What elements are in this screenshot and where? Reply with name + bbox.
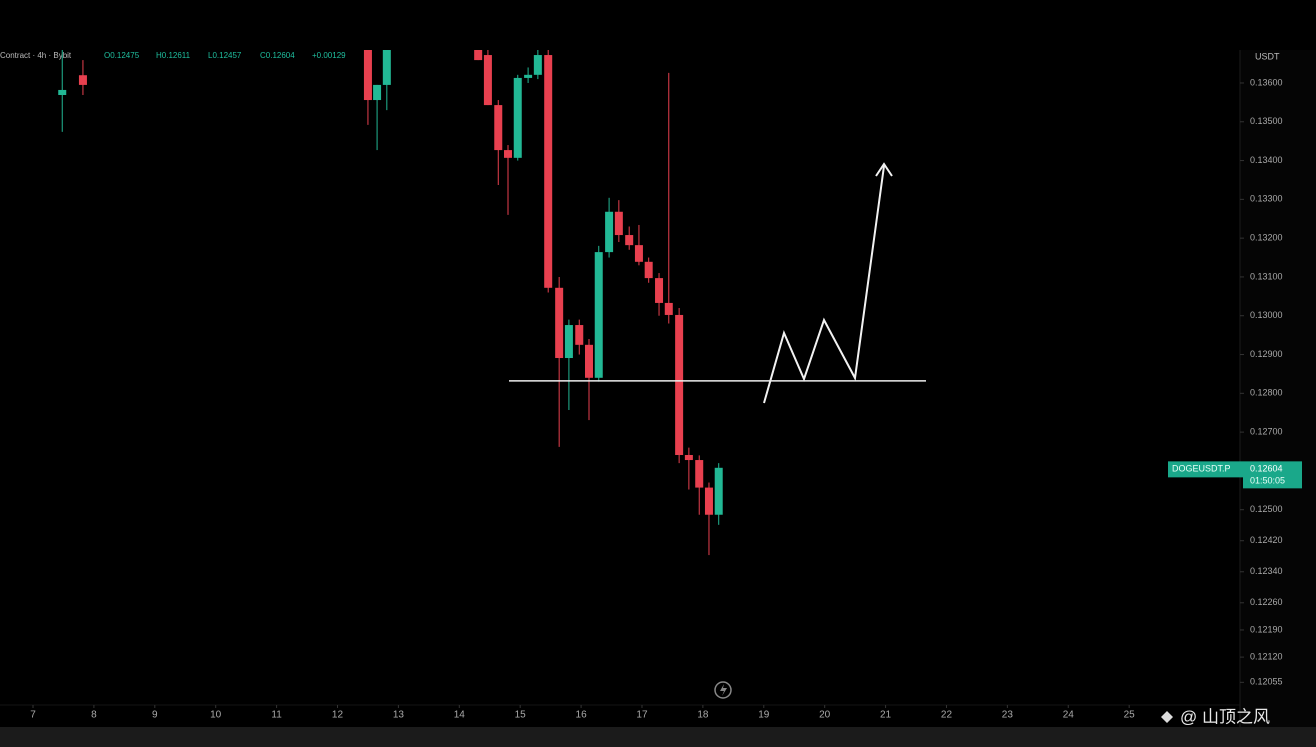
x-tick-label: 9 — [152, 710, 158, 721]
y-tick-label: 0.12500 — [1250, 504, 1283, 514]
candle-body — [504, 150, 513, 158]
x-tick-label: 8 — [91, 710, 97, 721]
candle-body — [513, 77, 522, 158]
candle-body — [625, 235, 634, 246]
last-price-tag: DOGEUSDT.P 0.12604 01:50:05 — [1168, 461, 1302, 489]
x-tick-label: 16 — [576, 710, 588, 721]
watermark: @ 山顶之风 — [1180, 707, 1270, 726]
x-tick-label: 11 — [271, 710, 282, 721]
x-tick-label: 12 — [332, 710, 344, 721]
header-item: L0.12457 — [208, 51, 242, 60]
x-tick-label: 25 — [1124, 710, 1136, 721]
icon-circle[interactable] — [714, 681, 732, 699]
x-tick-label: 10 — [210, 710, 222, 721]
candle-body — [605, 211, 614, 253]
price-tag-countdown: 01:50:05 — [1250, 476, 1285, 486]
y-tick-label: 0.12340 — [1250, 566, 1283, 576]
price-tag-bg — [1243, 461, 1302, 489]
x-tick-label: 15 — [515, 710, 527, 721]
candle-body — [524, 74, 533, 78]
header-item: H0.12611 — [156, 51, 191, 60]
candle-body — [634, 245, 643, 262]
candle-body — [382, 50, 391, 85]
candle-body — [644, 261, 653, 279]
candle-body — [684, 455, 693, 461]
y-tick-label: 0.13500 — [1250, 116, 1283, 126]
y-tick-label: 0.13400 — [1250, 155, 1283, 165]
candle-body — [695, 460, 704, 488]
x-tick-label: 20 — [819, 710, 831, 721]
header-item: C0.12604 — [260, 51, 295, 60]
candle-body — [664, 302, 673, 315]
header-item: O0.12475 — [104, 51, 140, 60]
header-item: +0.00129 — [312, 51, 346, 60]
x-tick-label: 23 — [1002, 710, 1014, 721]
y-tick-label: 0.12190 — [1250, 624, 1283, 634]
projection-arrowhead — [875, 162, 893, 177]
projection-drawing — [763, 162, 893, 404]
price-tag-value: 0.12604 — [1250, 464, 1283, 474]
y-tick-label: 0.12900 — [1250, 349, 1283, 359]
candle-body — [533, 55, 542, 75]
symbol-tag-bg — [1168, 461, 1243, 478]
candle-body — [555, 287, 564, 359]
watermark-icon — [1161, 711, 1173, 723]
y-tick-label: 0.12420 — [1250, 535, 1283, 545]
candle-body — [363, 50, 372, 101]
candle-body — [78, 75, 87, 85]
candle-body — [714, 467, 723, 515]
candle-body — [564, 325, 573, 359]
candle-body — [594, 252, 603, 378]
x-tick-label: 24 — [1063, 710, 1075, 721]
axis-unit: USDT — [1255, 51, 1280, 61]
candle-body — [58, 89, 67, 95]
x-tick-label: 7 — [30, 710, 36, 721]
icon-bolt[interactable] — [720, 684, 727, 696]
x-tick-label: 17 — [636, 710, 648, 721]
candle-body — [655, 278, 664, 303]
projection-path — [763, 165, 885, 404]
y-tick-label: 0.13000 — [1250, 310, 1283, 320]
y-tick-label: 0.12800 — [1250, 388, 1283, 398]
y-tick-label: 0.12120 — [1250, 651, 1283, 661]
y-tick-label: 0.13200 — [1250, 233, 1283, 243]
plot — [58, 50, 723, 556]
y-tick-label: 0.13600 — [1250, 77, 1283, 87]
y-tick-label: 0.12700 — [1250, 426, 1283, 436]
symbol-tag: DOGEUSDT.P — [1172, 464, 1231, 474]
candle-body — [614, 211, 623, 236]
bottom-bar — [0, 727, 1316, 747]
candle-body — [575, 325, 584, 345]
watermark-group: @ 山顶之风 — [1161, 707, 1270, 726]
x-tick-label: 22 — [941, 710, 953, 721]
x-tick-label: 18 — [697, 710, 709, 721]
y-tick-label: 0.13300 — [1250, 194, 1283, 204]
x-tick-label: 21 — [880, 710, 892, 721]
candle-body — [483, 55, 492, 106]
y-tick-label: 0.13100 — [1250, 271, 1283, 281]
y-tick-label: 0.12260 — [1250, 597, 1283, 607]
candle-body — [585, 344, 594, 378]
candle-body — [494, 105, 503, 151]
candle-body — [704, 487, 713, 515]
price-axis-area — [1240, 50, 1316, 727]
x-axis: 7 8 9 10 11 12 13 14 15 16 17 18 19 20 21 22 23 24 25 — [30, 705, 1135, 721]
candle-body — [675, 314, 684, 455]
x-tick-label: 19 — [758, 710, 770, 721]
header-item: Contract · 4h · Bybit — [0, 51, 72, 60]
legend-header: Contract · 4h · Bybit O0.12475 H0.12611 L0.… — [0, 51, 346, 60]
replay-icon[interactable] — [714, 681, 732, 699]
x-tick-label: 13 — [393, 710, 405, 721]
candle-body — [474, 50, 483, 61]
candle-body — [373, 84, 382, 101]
x-tick-label: 14 — [454, 710, 466, 721]
y-axis: 0.13600 0.13500 0.13400 0.13300 0.13200 0.131… — [1240, 77, 1283, 687]
y-tick-label: 0.12055 — [1250, 677, 1283, 687]
candle-body — [544, 55, 553, 288]
